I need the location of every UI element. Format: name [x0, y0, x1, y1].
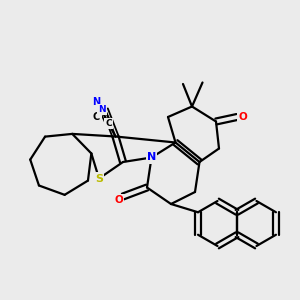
Text: S: S: [95, 173, 103, 184]
Text: N: N: [147, 152, 156, 163]
Text: C: C: [105, 119, 112, 128]
Text: N: N: [92, 97, 101, 107]
Text: O: O: [114, 195, 123, 205]
Text: O: O: [238, 112, 247, 122]
Text: C: C: [93, 112, 100, 122]
Text: N: N: [98, 105, 106, 114]
